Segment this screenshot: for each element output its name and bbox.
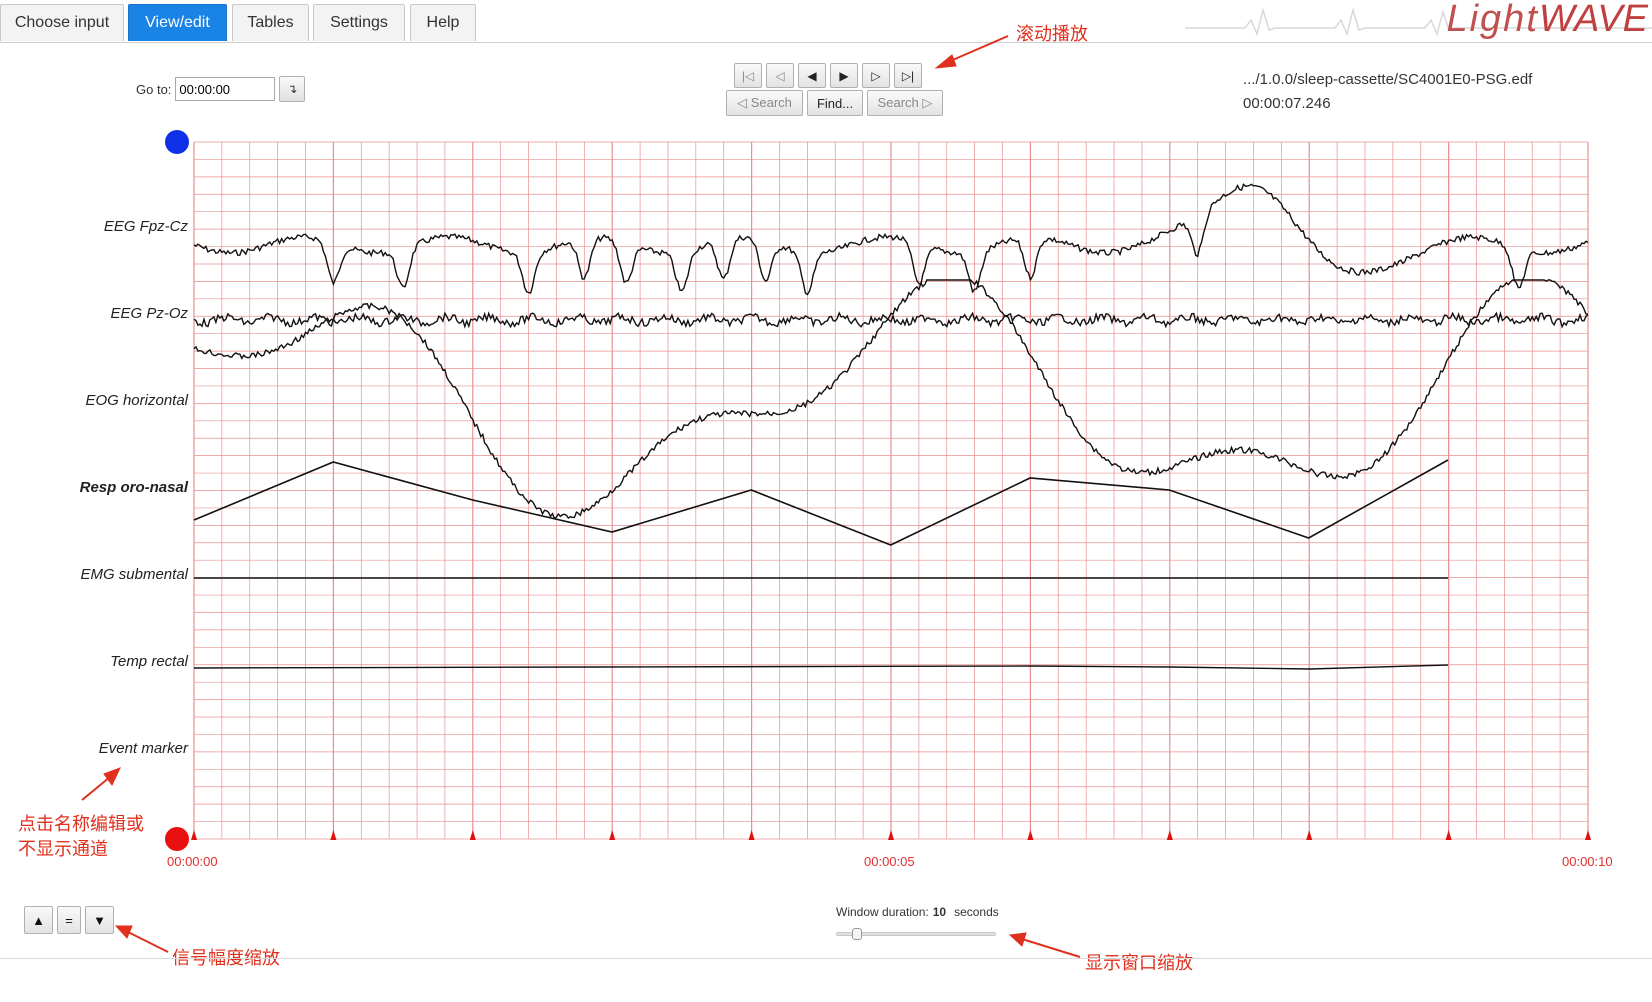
goto-button[interactable]: ↴ (279, 76, 306, 102)
annotation-window-zoom: 显示窗口缩放 (1085, 953, 1193, 974)
next-page-button[interactable]: ▷ (862, 63, 890, 88)
ecg-waveform-icon (1185, 7, 1652, 37)
trace-temp-rectal (193, 664, 1449, 670)
current-time: 00:00:07.246 (1243, 95, 1331, 112)
channel-label-temp-rectal[interactable]: Temp rectal (110, 653, 188, 670)
annotation-scroll: 滚动播放 (1016, 24, 1088, 45)
time-label-start: 00:00:00 (167, 854, 218, 869)
signal-traces (193, 183, 1589, 670)
time-label-mid: 00:00:05 (864, 854, 915, 869)
file-info: .../1.0.0/sleep-cassette/SC4001E0-PSG.ed… (1243, 68, 1532, 116)
window-duration: Window duration: 10 seconds (836, 905, 999, 919)
play-forward-button[interactable]: ▶ (830, 63, 858, 88)
window-duration-slider-thumb[interactable] (852, 928, 862, 940)
goto-label: Go to: (136, 81, 172, 97)
window-duration-value: 10 (932, 905, 947, 919)
time-tick (1166, 830, 1173, 840)
signal-grid (193, 141, 1589, 840)
search-prev-button[interactable]: ◁ Search (726, 90, 803, 116)
time-tick (609, 830, 616, 840)
time-tick (748, 830, 755, 840)
channel-label-emg-submental[interactable]: EMG submental (80, 566, 188, 583)
logo-text: LightWAVE (1446, 0, 1648, 41)
channel-label-eeg-fpz-cz[interactable]: EEG Fpz-Cz (103, 218, 188, 235)
trace-resp-oro-nasal (193, 459, 1449, 546)
channel-label-eog-horizontal[interactable]: EOG horizontal (85, 392, 188, 409)
goto-input[interactable] (175, 77, 276, 101)
time-tick (1306, 830, 1313, 840)
trace-eog-horizontal (193, 279, 1589, 520)
time-tick (1027, 830, 1034, 840)
tab-tables[interactable]: Tables (232, 4, 309, 41)
channel-label-event-marker[interactable]: Event marker (98, 740, 188, 757)
end-marker-red[interactable] (165, 827, 189, 851)
last-page-button[interactable]: ▷| (894, 63, 922, 88)
time-ticks (191, 830, 1591, 840)
find-button[interactable]: Find... (807, 90, 863, 116)
lightwave-logo: LightWAVE (1185, 0, 1652, 44)
tab-settings[interactable]: Settings (313, 4, 405, 41)
window-duration-slider[interactable] (836, 928, 996, 940)
channel-label-resp-oro-nasal[interactable]: Resp oro-nasal (79, 479, 188, 496)
channel-label-eeg-pz-oz[interactable]: EEG Pz-Oz (110, 305, 188, 322)
tab-help[interactable]: Help (410, 4, 476, 41)
time-label-end: 00:00:10 (1562, 854, 1613, 869)
logo-light-text: Light (1446, 0, 1539, 40)
start-marker-blue[interactable] (165, 130, 189, 154)
amplitude-down-button[interactable]: ▼ (85, 906, 114, 934)
prev-page-button[interactable]: ◁ (766, 63, 794, 88)
trace-eeg-pz-oz (193, 311, 1589, 329)
annotation-channel-edit-2: 不显示通道 (18, 839, 108, 860)
search-next-button[interactable]: Search ▷ (867, 90, 943, 116)
time-tick (469, 830, 476, 840)
trace-eeg-fpz-cz (193, 183, 1589, 296)
amplitude-reset-button[interactable]: = (57, 906, 81, 934)
annotation-arrows (81, 35, 1081, 958)
tab-bar: Choose input View/edit Tables Settings H… (0, 0, 1652, 43)
playback-nav: |◁ ◁ ◀ ▶ ▷ ▷| (734, 63, 922, 88)
time-tick (1445, 830, 1452, 840)
tab-view-edit[interactable]: View/edit (128, 4, 227, 41)
search-row: ◁ Search Find... Search ▷ (726, 90, 943, 116)
time-tick (330, 830, 337, 840)
bottom-divider (0, 958, 1652, 959)
annotation-channel-edit-1: 点击名称编辑或 (18, 814, 144, 835)
file-path: .../1.0.0/sleep-cassette/SC4001E0-PSG.ed… (1243, 71, 1533, 88)
first-page-button[interactable]: |◁ (734, 63, 762, 88)
window-duration-unit: seconds (954, 905, 999, 919)
time-tick (1585, 830, 1591, 840)
amplitude-up-button[interactable]: ▲ (24, 906, 53, 934)
time-tick (888, 830, 894, 840)
window-duration-label: Window duration: (836, 905, 929, 919)
logo-wave-text: WAVE (1538, 0, 1648, 40)
goto-control: Go to: ↴ (136, 76, 306, 102)
tab-choose-input[interactable]: Choose input (0, 4, 124, 41)
play-backward-button[interactable]: ◀ (798, 63, 826, 88)
amplitude-controls: ▲ = ▼ (24, 906, 114, 934)
time-tick (191, 830, 197, 840)
